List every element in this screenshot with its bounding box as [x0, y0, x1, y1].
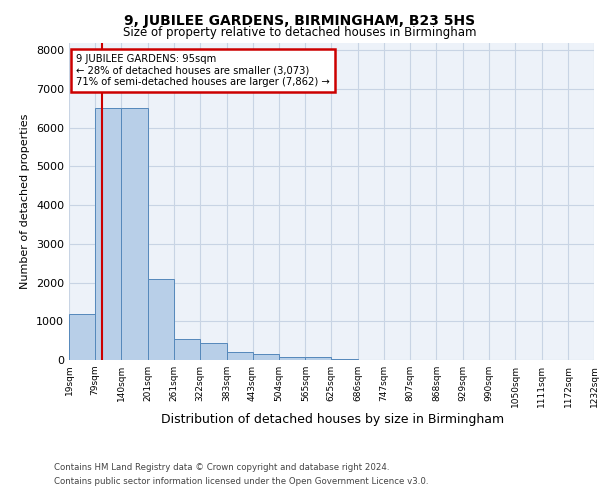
Bar: [305, 357, 331, 360]
Text: 9, JUBILEE GARDENS, BIRMINGHAM, B23 5HS: 9, JUBILEE GARDENS, BIRMINGHAM, B23 5HS: [124, 14, 476, 28]
Y-axis label: Number of detached properties: Number of detached properties: [20, 114, 31, 289]
Text: Contains public sector information licensed under the Open Government Licence v3: Contains public sector information licen…: [54, 477, 428, 486]
Bar: [174, 338, 200, 360]
Bar: [227, 352, 253, 360]
Bar: [279, 357, 305, 360]
Text: Contains HM Land Registry data © Crown copyright and database right 2024.: Contains HM Land Registry data © Crown c…: [54, 464, 389, 472]
Text: Size of property relative to detached houses in Birmingham: Size of property relative to detached ho…: [123, 26, 477, 39]
Text: 9 JUBILEE GARDENS: 95sqm
← 28% of detached houses are smaller (3,073)
71% of sem: 9 JUBILEE GARDENS: 95sqm ← 28% of detach…: [76, 54, 329, 88]
Bar: [69, 314, 95, 360]
Bar: [200, 342, 227, 360]
Bar: [253, 354, 279, 360]
Text: Distribution of detached houses by size in Birmingham: Distribution of detached houses by size …: [161, 412, 505, 426]
Bar: [95, 108, 121, 360]
Bar: [148, 278, 174, 360]
Bar: [331, 359, 358, 360]
Bar: [121, 108, 148, 360]
